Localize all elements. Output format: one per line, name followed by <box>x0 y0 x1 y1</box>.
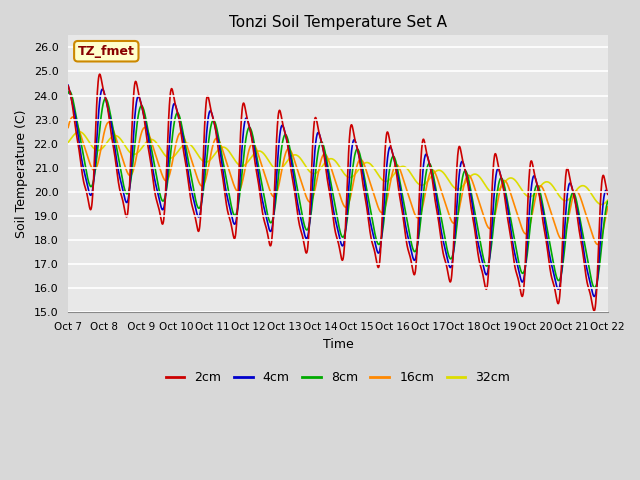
16cm <box>172 144 179 149</box>
32cm <box>185 141 193 146</box>
8cm <box>540 209 548 215</box>
2cm <box>96 71 104 77</box>
Legend: 2cm, 4cm, 8cm, 16cm, 32cm: 2cm, 4cm, 8cm, 16cm, 32cm <box>161 366 515 389</box>
32cm <box>422 180 429 186</box>
8cm <box>493 197 500 203</box>
16cm <box>245 147 253 153</box>
4cm <box>492 173 500 179</box>
8cm <box>422 171 429 177</box>
16cm <box>604 204 612 210</box>
X-axis label: Time: Time <box>323 337 353 351</box>
16cm <box>493 205 500 211</box>
8cm <box>245 125 253 131</box>
16cm <box>185 148 193 154</box>
4cm <box>244 120 252 126</box>
8cm <box>185 159 193 165</box>
2cm <box>185 180 193 186</box>
Line: 16cm: 16cm <box>68 117 608 244</box>
2cm <box>590 308 598 314</box>
8cm <box>66 88 74 94</box>
Text: TZ_fmet: TZ_fmet <box>78 45 135 58</box>
32cm <box>598 202 605 207</box>
16cm <box>540 188 548 194</box>
4cm <box>590 294 598 300</box>
4cm <box>604 191 612 196</box>
32cm <box>172 152 179 157</box>
4cm <box>422 152 429 158</box>
32cm <box>75 129 83 134</box>
2cm <box>64 83 72 89</box>
16cm <box>594 241 602 247</box>
32cm <box>64 140 72 145</box>
8cm <box>604 199 612 204</box>
32cm <box>493 189 500 195</box>
8cm <box>591 285 598 291</box>
2cm <box>172 102 179 108</box>
8cm <box>64 90 72 96</box>
Title: Tonzi Soil Temperature Set A: Tonzi Soil Temperature Set A <box>229 15 447 30</box>
Line: 2cm: 2cm <box>68 74 608 311</box>
4cm <box>540 212 547 217</box>
8cm <box>172 114 179 120</box>
32cm <box>604 197 612 203</box>
2cm <box>422 146 429 152</box>
16cm <box>69 114 77 120</box>
16cm <box>64 125 72 131</box>
2cm <box>540 225 548 230</box>
Line: 32cm: 32cm <box>68 132 608 204</box>
4cm <box>184 169 192 175</box>
Line: 8cm: 8cm <box>68 91 608 288</box>
2cm <box>245 122 253 128</box>
2cm <box>604 192 612 197</box>
32cm <box>540 180 548 186</box>
Y-axis label: Soil Temperature (C): Soil Temperature (C) <box>15 109 28 238</box>
32cm <box>245 158 253 164</box>
4cm <box>171 101 179 107</box>
2cm <box>493 153 500 159</box>
16cm <box>422 187 429 193</box>
4cm <box>64 83 72 88</box>
Line: 4cm: 4cm <box>68 85 608 297</box>
